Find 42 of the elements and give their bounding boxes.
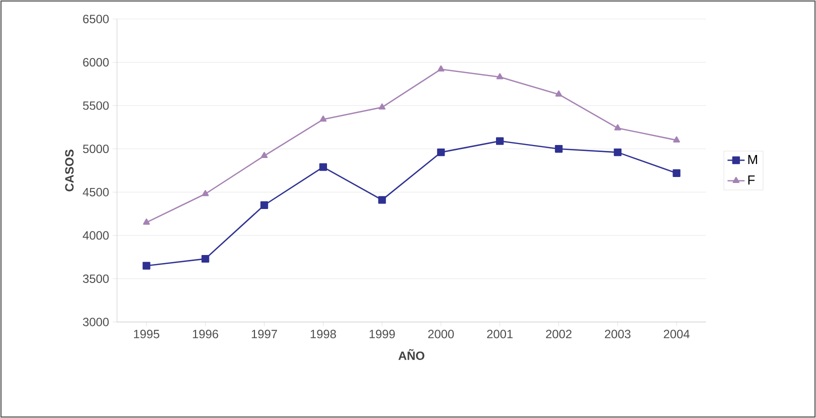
y-tick-label: 6500 [83,14,109,24]
point [378,196,386,204]
point [496,73,504,80]
point [260,152,268,158]
y-tick-label: 4000 [82,231,109,240]
point [143,218,150,225]
legend-label: F [748,176,755,184]
point [672,169,680,177]
point [202,254,210,263]
point [673,136,680,142]
x-tick-label: 1996 [192,330,218,338]
x-tick-label: 1997 [252,330,277,338]
x-tick-label: 1995 [134,330,160,338]
y-tick-label: 3000 [82,318,109,326]
x-tick-label: 2002 [546,330,572,338]
y-axis-title: CASOS [65,150,74,192]
point [202,190,209,196]
point [437,148,445,156]
x-tick-label: 2001 [487,330,513,338]
x-tick-label: 2000 [428,330,454,338]
y-tick-label: 5000 [82,144,109,154]
point [260,201,268,209]
y-tick-label: 4500 [82,188,109,196]
x-tick-label: 2003 [604,330,630,338]
x-axis-title: AÑO [398,349,424,360]
y-tick-label: 3500 [82,274,109,283]
point [555,90,562,97]
point [378,103,386,110]
point [320,116,327,122]
point [438,65,444,72]
y-tick-label: 5500 [82,101,109,110]
point [319,163,328,171]
point [496,137,504,145]
point [554,145,563,153]
point [614,124,622,130]
point [614,148,622,156]
legend-label: M [748,155,758,164]
y-tick-label: 6000 [83,58,109,67]
x-tick-label: 1999 [370,330,395,338]
x-tick-label: 1998 [310,330,336,338]
point [142,262,150,270]
x-tick-label: 2004 [664,330,690,338]
